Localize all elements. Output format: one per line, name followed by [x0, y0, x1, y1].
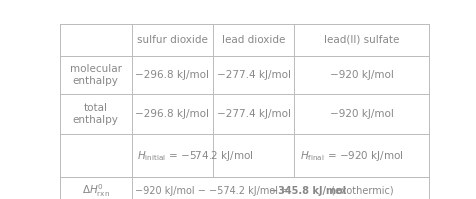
Text: $\mathit{H}_{\mathrm{final}}$ = −920 kJ/mol: $\mathit{H}_{\mathrm{final}}$ = −920 kJ/…	[299, 149, 403, 163]
Text: −277.4 kJ/mol: −277.4 kJ/mol	[216, 70, 290, 80]
Text: sulfur dioxide: sulfur dioxide	[137, 35, 208, 45]
Text: −920 kJ/mol − −574.2 kJ/mol =: −920 kJ/mol − −574.2 kJ/mol =	[135, 186, 292, 196]
Text: −920 kJ/mol: −920 kJ/mol	[329, 109, 393, 119]
Text: −296.8 kJ/mol: −296.8 kJ/mol	[135, 109, 209, 119]
Text: −920 kJ/mol: −920 kJ/mol	[329, 70, 393, 80]
Text: molecular
enthalpy: molecular enthalpy	[69, 64, 121, 86]
Text: lead(II) sulfate: lead(II) sulfate	[324, 35, 399, 45]
Text: $\Delta H^0_{\mathrm{rxn}}$: $\Delta H^0_{\mathrm{rxn}}$	[81, 182, 109, 199]
Text: $\mathit{H}_{\mathrm{initial}}$ = −574.2 kJ/mol: $\mathit{H}_{\mathrm{initial}}$ = −574.2…	[137, 149, 253, 163]
Text: −345.8 kJ/mol: −345.8 kJ/mol	[270, 186, 346, 196]
Text: −277.4 kJ/mol: −277.4 kJ/mol	[216, 109, 290, 119]
Text: lead dioxide: lead dioxide	[221, 35, 285, 45]
Text: −296.8 kJ/mol: −296.8 kJ/mol	[135, 70, 209, 80]
Text: (exothermic): (exothermic)	[327, 186, 392, 196]
Text: total
enthalpy: total enthalpy	[72, 103, 119, 125]
